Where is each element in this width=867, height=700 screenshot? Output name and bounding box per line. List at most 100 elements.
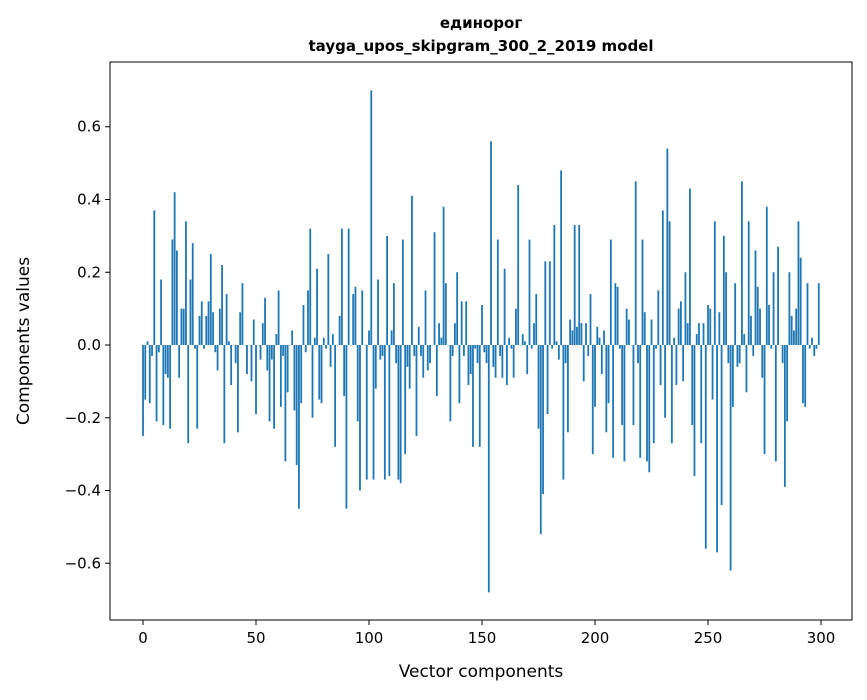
bar-159 bbox=[501, 345, 503, 378]
y-axis: −0.6−0.4−0.20.00.20.40.6 bbox=[65, 118, 110, 573]
bar-297 bbox=[813, 345, 815, 356]
bar-28 bbox=[205, 316, 207, 345]
bar-222 bbox=[644, 312, 646, 345]
bar-200 bbox=[594, 345, 596, 407]
bar-132 bbox=[440, 338, 442, 345]
bar-81 bbox=[325, 345, 327, 349]
bar-253 bbox=[714, 221, 716, 345]
bar-15 bbox=[176, 250, 178, 345]
bar-119 bbox=[411, 196, 413, 345]
bar-260 bbox=[730, 345, 732, 571]
bar-242 bbox=[689, 189, 691, 345]
bar-5 bbox=[153, 210, 155, 345]
bar-248 bbox=[703, 323, 705, 345]
bar-120 bbox=[413, 345, 415, 356]
bar-112 bbox=[395, 345, 397, 363]
bar-57 bbox=[271, 345, 273, 360]
bar-299 bbox=[818, 283, 820, 345]
bar-239 bbox=[682, 345, 684, 381]
bar-279 bbox=[773, 272, 775, 345]
y-tick-label: 0.2 bbox=[77, 263, 101, 281]
bar-177 bbox=[542, 345, 544, 494]
bar-223 bbox=[646, 345, 648, 461]
bar-27 bbox=[203, 345, 205, 349]
bar-261 bbox=[732, 345, 734, 407]
bar-69 bbox=[298, 345, 300, 509]
bar-190 bbox=[572, 330, 574, 345]
bar-102 bbox=[373, 345, 375, 480]
bar-151 bbox=[483, 345, 485, 352]
x-tick-label: 300 bbox=[807, 629, 836, 647]
bar-173 bbox=[533, 323, 535, 345]
bar-217 bbox=[633, 345, 635, 425]
bar-1 bbox=[144, 345, 146, 400]
bar-90 bbox=[346, 345, 348, 509]
bar-53 bbox=[262, 323, 264, 345]
bar-89 bbox=[343, 345, 345, 396]
bar-9 bbox=[162, 345, 164, 425]
bar-115 bbox=[402, 240, 404, 345]
x-axis-label: Vector components bbox=[399, 662, 564, 682]
bar-274 bbox=[761, 345, 763, 378]
bar-227 bbox=[655, 345, 657, 349]
bar-295 bbox=[809, 345, 811, 349]
bar-19 bbox=[185, 221, 187, 345]
bar-205 bbox=[605, 345, 607, 432]
bar-42 bbox=[237, 345, 239, 432]
bar-78 bbox=[318, 345, 320, 400]
bar-110 bbox=[391, 330, 393, 345]
bar-162 bbox=[508, 338, 510, 345]
bar-230 bbox=[662, 210, 664, 345]
bar-94 bbox=[355, 287, 357, 345]
bar-99 bbox=[366, 345, 368, 480]
bar-103 bbox=[375, 345, 377, 389]
bar-211 bbox=[619, 345, 621, 349]
bar-18 bbox=[183, 309, 185, 345]
bar-166 bbox=[517, 185, 519, 345]
bar-72 bbox=[305, 345, 307, 352]
bar-67 bbox=[294, 345, 296, 410]
bar-134 bbox=[445, 283, 447, 345]
bar-296 bbox=[811, 338, 813, 345]
bar-176 bbox=[540, 345, 542, 534]
chart-title: единорог bbox=[440, 14, 523, 32]
bar-240 bbox=[685, 272, 687, 345]
bar-146 bbox=[472, 345, 474, 447]
bar-229 bbox=[660, 345, 662, 385]
bar-269 bbox=[750, 316, 752, 345]
bar-232 bbox=[666, 149, 668, 345]
bar-11 bbox=[167, 345, 169, 378]
bar-43 bbox=[239, 312, 241, 345]
bar-48 bbox=[251, 345, 253, 381]
bar-100 bbox=[368, 330, 370, 345]
y-tick-label: 0.0 bbox=[77, 336, 101, 354]
bar-37 bbox=[226, 294, 228, 345]
bar-152 bbox=[486, 345, 488, 363]
bar-161 bbox=[506, 345, 508, 385]
bar-191 bbox=[574, 225, 576, 345]
bar-258 bbox=[725, 272, 727, 345]
bar-3 bbox=[149, 345, 151, 403]
bar-163 bbox=[510, 345, 512, 349]
bar-88 bbox=[341, 229, 343, 345]
bar-140 bbox=[459, 345, 461, 403]
bar-193 bbox=[578, 225, 580, 345]
bar-186 bbox=[562, 345, 564, 480]
bar-101 bbox=[370, 90, 372, 345]
bar-277 bbox=[768, 305, 770, 345]
bar-148 bbox=[477, 345, 479, 363]
bar-174 bbox=[535, 294, 537, 345]
bar-153 bbox=[488, 345, 490, 592]
bar-289 bbox=[795, 309, 797, 345]
bar-122 bbox=[418, 327, 420, 345]
bar-278 bbox=[770, 345, 772, 349]
bar-247 bbox=[700, 345, 702, 443]
bar-225 bbox=[651, 320, 653, 345]
bar-184 bbox=[558, 345, 560, 360]
bar-33 bbox=[217, 345, 219, 370]
bar-213 bbox=[624, 345, 626, 461]
bar-55 bbox=[266, 345, 268, 370]
bar-181 bbox=[551, 345, 553, 349]
